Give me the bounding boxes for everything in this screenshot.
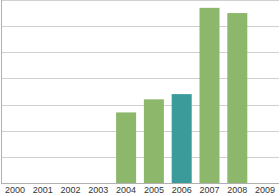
bar: [172, 94, 192, 183]
chart: 2000 2001 2002 2003 2004 2005 2006 2007 2008 2009: [0, 0, 280, 195]
x-tick-label: 2000: [5, 185, 25, 195]
x-tick-label: 2006: [172, 185, 192, 195]
x-tick-label: 2003: [88, 185, 108, 195]
grid-line: [1, 0, 279, 1]
x-tick-label: 2001: [33, 185, 53, 195]
grid-line: [1, 183, 279, 184]
bar: [116, 112, 136, 183]
x-tick-label: 2008: [227, 185, 247, 195]
bar: [227, 13, 247, 183]
bar: [199, 8, 219, 183]
x-tick-label: 2004: [116, 185, 136, 195]
x-tick-label: 2009: [255, 185, 275, 195]
bar: [144, 99, 164, 183]
x-axis: [1, 183, 279, 184]
x-tick-label: 2007: [199, 185, 219, 195]
y-axis: [1, 0, 2, 183]
x-tick-label: 2005: [144, 185, 164, 195]
bars: [116, 8, 247, 183]
x-tick-label: 2002: [60, 185, 80, 195]
